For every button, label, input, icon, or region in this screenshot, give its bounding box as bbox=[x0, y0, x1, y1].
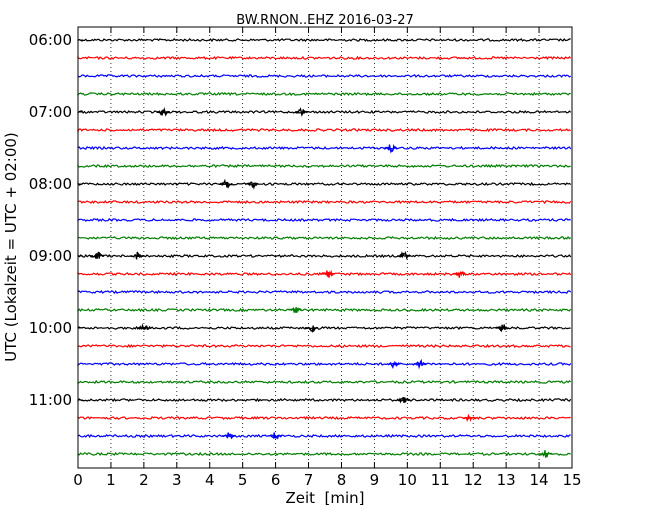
x-axis-label: Zeit [min] bbox=[285, 489, 364, 507]
trace-event bbox=[90, 251, 105, 259]
trace-event bbox=[294, 107, 309, 117]
x-tick-label: 4 bbox=[205, 471, 215, 489]
y-axis-ticks: 06:00 07:00 08:00 09:00 10:00 11:00 bbox=[29, 31, 83, 409]
trace-event bbox=[387, 360, 401, 369]
trace-0 bbox=[77, 38, 571, 43]
trace-event bbox=[156, 106, 171, 117]
x-tick-label: 11 bbox=[431, 471, 450, 489]
trace-2 bbox=[77, 73, 572, 78]
trace-event bbox=[495, 324, 510, 332]
trace-23 bbox=[77, 451, 571, 457]
trace-event bbox=[268, 432, 282, 440]
x-axis-ticks: 0 1 2 3 4 5 6 7 8 9 10 11 12 13 14 15 bbox=[73, 27, 582, 489]
trace-11 bbox=[77, 235, 572, 240]
trace-event bbox=[288, 306, 302, 314]
trace-7 bbox=[77, 163, 571, 169]
trace-event bbox=[321, 269, 335, 278]
x-tick-label: 10 bbox=[398, 471, 417, 489]
trace-4 bbox=[77, 109, 572, 115]
trace-event bbox=[396, 396, 411, 404]
trace-16 bbox=[77, 325, 571, 331]
x-tick-label: 12 bbox=[464, 471, 483, 489]
trace-event bbox=[130, 251, 144, 260]
trace-event bbox=[219, 178, 233, 189]
trace-18 bbox=[77, 362, 572, 367]
y-tick-label: 07:00 bbox=[29, 103, 72, 121]
y-tick-label: 06:00 bbox=[29, 31, 72, 49]
trace-20 bbox=[77, 397, 572, 403]
trace-10 bbox=[77, 217, 571, 223]
vertical-grid bbox=[110, 27, 540, 468]
trace-event bbox=[462, 413, 477, 423]
x-tick-label: 9 bbox=[370, 471, 380, 489]
trace-event bbox=[136, 323, 151, 331]
trace-6 bbox=[77, 145, 572, 151]
x-tick-label: 13 bbox=[497, 471, 516, 489]
y-tick-label: 08:00 bbox=[29, 175, 72, 193]
x-tick-label: 2 bbox=[139, 471, 149, 489]
trace-event bbox=[397, 251, 411, 260]
trace-9 bbox=[77, 199, 572, 205]
seismogram-traces bbox=[77, 38, 572, 458]
trace-1 bbox=[77, 55, 572, 61]
y-tick-label: 11:00 bbox=[29, 391, 72, 409]
x-tick-label: 1 bbox=[106, 471, 116, 489]
trace-22 bbox=[77, 433, 571, 438]
trace-event bbox=[412, 358, 428, 370]
x-tick-label: 6 bbox=[271, 471, 281, 489]
trace-21 bbox=[77, 415, 572, 421]
trace-19 bbox=[77, 379, 572, 385]
y-axis-label: UTC (Lokalzeit = UTC + 02:00) bbox=[2, 132, 20, 362]
x-tick-label: 7 bbox=[304, 471, 314, 489]
x-tick-label: 15 bbox=[562, 471, 581, 489]
x-tick-label: 3 bbox=[172, 471, 182, 489]
trace-15 bbox=[77, 307, 572, 313]
trace-8 bbox=[77, 181, 572, 187]
trace-event bbox=[244, 181, 259, 190]
x-tick-label: 14 bbox=[530, 471, 549, 489]
trace-event bbox=[383, 144, 398, 154]
trace-5 bbox=[77, 127, 572, 134]
y-tick-label: 10:00 bbox=[29, 319, 72, 337]
trace-event bbox=[538, 450, 553, 458]
x-tick-label: 0 bbox=[73, 471, 83, 489]
trace-event bbox=[304, 325, 319, 333]
x-tick-label: 8 bbox=[337, 471, 347, 489]
trace-12 bbox=[77, 253, 572, 259]
trace-event bbox=[452, 270, 467, 278]
trace-3 bbox=[77, 91, 571, 97]
y-tick-label: 09:00 bbox=[29, 247, 72, 265]
chart-title: BW.RNON..EHZ 2016-03-27 bbox=[236, 13, 414, 28]
trace-17 bbox=[77, 343, 571, 349]
plot-frame bbox=[77, 26, 573, 469]
trace-14 bbox=[77, 289, 572, 295]
trace-event bbox=[221, 432, 236, 440]
x-tick-label: 5 bbox=[238, 471, 248, 489]
